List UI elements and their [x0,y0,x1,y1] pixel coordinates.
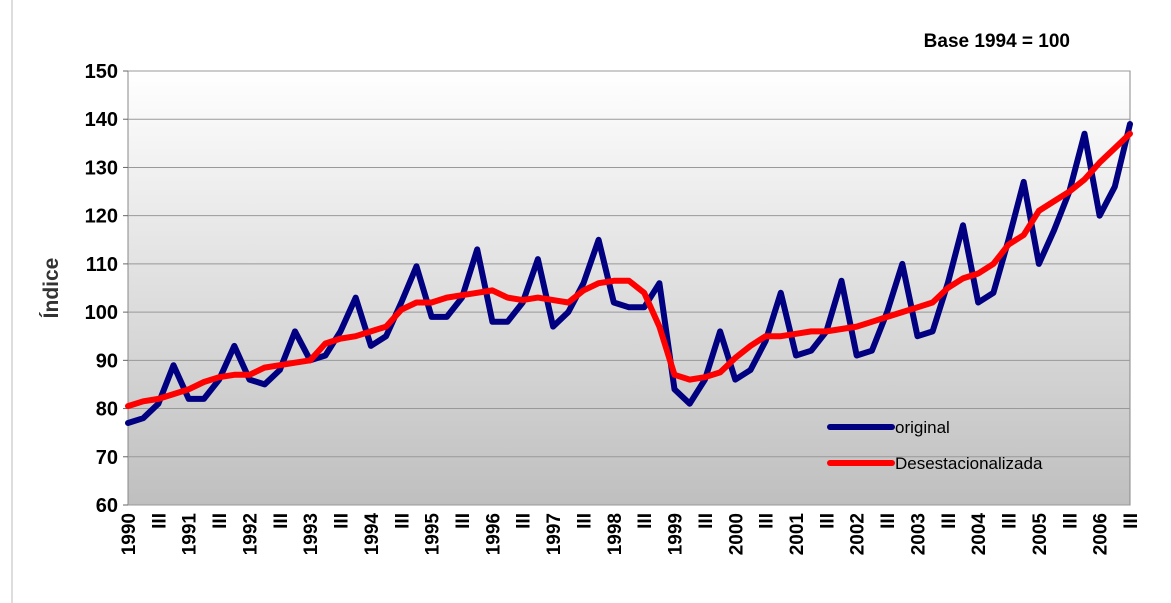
x-tick-label: 1993 [301,513,322,555]
x-tick-label: 1991 [180,513,201,556]
x-tick-label: 2003 [908,513,929,555]
x-tick-label: III [514,513,535,529]
x-tick-label: III [210,513,231,529]
x-tick-label: III [939,513,960,529]
legend-label: original [895,418,950,437]
x-tick-label: III [392,513,413,529]
x-tick-label: III [453,513,474,529]
x-tick-label: 1994 [362,513,383,556]
y-axis-label: Índice [40,258,63,319]
x-tick-label: 2005 [1030,513,1051,556]
x-tick-label: 2000 [726,513,747,555]
x-tick-label: 1997 [544,513,565,555]
x-tick-label: III [878,513,899,529]
x-tick-label: 2002 [848,513,869,555]
x-tick-label: 2006 [1091,513,1112,555]
x-tick-label: III [817,513,838,529]
x-tick-label: III [1000,513,1021,529]
series-line [125,130,1133,410]
x-tick-label: III [757,513,778,529]
y-tick-label: 60 [96,495,118,517]
y-tick-label: 100 [85,302,118,324]
chart-title: Base 1994 = 100 [924,31,1070,52]
y-tick-label: 150 [85,61,118,83]
x-tick-label: 1998 [605,513,626,555]
x-tick-label: 1990 [119,513,140,555]
y-tick-label: 130 [85,157,118,179]
x-tick-label: 1992 [240,513,261,555]
legend-label: Desestacionalizada [895,454,1043,473]
x-tick-label: 1999 [666,513,687,555]
plot-area [127,70,1131,506]
series-line [125,121,1133,426]
x-tick-label: III [332,513,353,529]
y-tick-label: 140 [85,109,118,131]
x-tick-label: III [1121,513,1142,529]
x-tick-label: III [574,513,595,529]
x-tick-label: III [149,513,170,529]
y-tick-label: 90 [96,350,118,372]
x-tick-label: III [696,513,717,529]
x-tick-label: 1996 [483,513,504,555]
x-tick-label: 1995 [423,513,444,556]
x-tick-label: 2004 [969,513,990,556]
x-tick-label: 2001 [787,513,808,556]
x-tick-label: III [635,513,656,529]
y-tick-label: 120 [85,206,118,228]
x-tick-label: III [271,513,292,529]
y-tick-label: 110 [86,254,118,276]
y-tick-label: 70 [96,447,118,469]
x-tick-label: III [1060,513,1081,529]
y-tick-label: 80 [96,399,118,421]
